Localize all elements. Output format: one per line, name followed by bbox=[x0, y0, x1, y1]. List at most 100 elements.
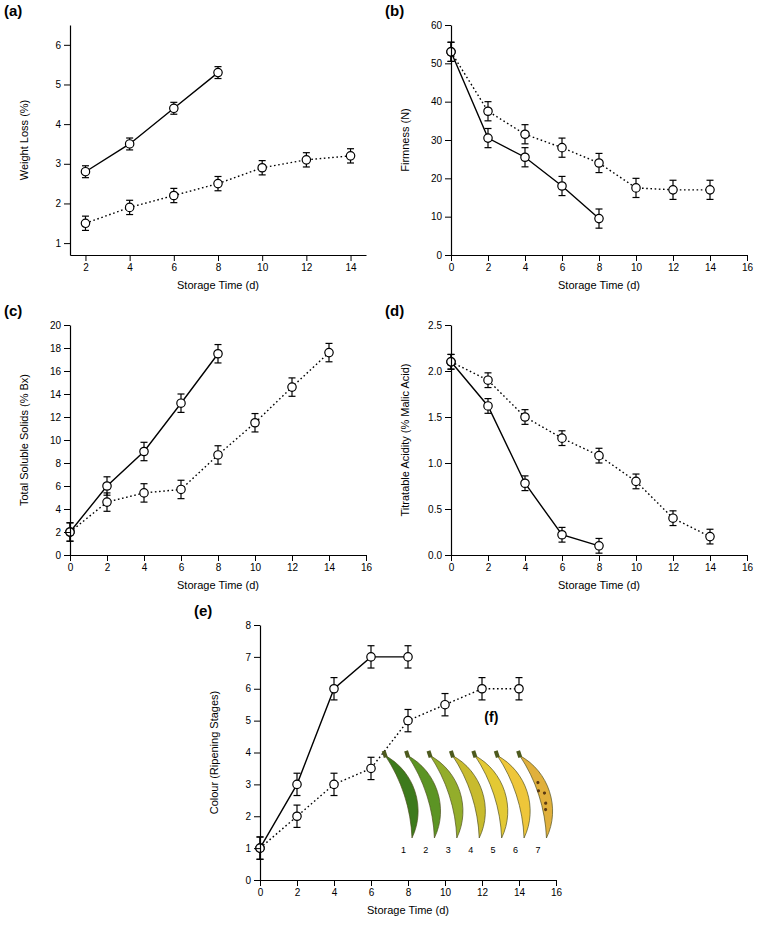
banana-stem bbox=[427, 750, 433, 758]
x-tick-mark bbox=[351, 255, 352, 261]
series-line bbox=[70, 353, 329, 532]
y-tick-label: 0 bbox=[245, 875, 251, 886]
series-line bbox=[451, 362, 710, 537]
y-tick: 4 bbox=[55, 119, 70, 130]
marker bbox=[214, 68, 222, 76]
y-tick-mark bbox=[254, 721, 260, 722]
error-bar bbox=[178, 480, 185, 498]
error-bar-cap bbox=[559, 176, 566, 177]
y-axis: 0102030405060 bbox=[431, 20, 452, 261]
y-tick-mark bbox=[64, 509, 70, 510]
marker bbox=[558, 531, 566, 539]
plot: 024681012141602468101214161820Storage Ti… bbox=[18, 320, 372, 591]
y-tick-label: 4 bbox=[55, 119, 61, 130]
error-bar-cap bbox=[326, 343, 333, 344]
x-tick-mark bbox=[451, 555, 452, 561]
x-axis-title: Storage Time (d) bbox=[177, 279, 259, 291]
x-tick-mark bbox=[636, 255, 637, 261]
x-tick-mark bbox=[562, 255, 563, 261]
y-tick-mark bbox=[64, 532, 70, 533]
error-bar-cap bbox=[633, 488, 640, 489]
error-bar bbox=[485, 373, 492, 388]
marker bbox=[632, 477, 640, 485]
error-bar-cap bbox=[294, 804, 301, 805]
x-tick-label: 2 bbox=[295, 887, 301, 898]
marks bbox=[447, 42, 714, 228]
x-tick-mark bbox=[599, 255, 600, 261]
error-bar bbox=[596, 209, 603, 228]
marker bbox=[325, 348, 333, 356]
error-bar-cap bbox=[368, 667, 375, 668]
stage-label: 2 bbox=[423, 845, 428, 855]
x-tick: 16 bbox=[551, 880, 563, 898]
error-bar-cap bbox=[405, 667, 412, 668]
x-tick: 10 bbox=[440, 880, 452, 898]
x-tick: 10 bbox=[631, 255, 643, 273]
error-bar bbox=[485, 129, 492, 148]
x-tick-mark bbox=[371, 880, 372, 886]
y-tick-mark bbox=[445, 555, 451, 556]
y-tick-mark bbox=[64, 555, 70, 556]
x-tick-label: 2 bbox=[105, 562, 111, 573]
y-tick-label: 2 bbox=[245, 811, 251, 822]
error-bar-cap bbox=[707, 543, 714, 544]
error-bar-cap bbox=[178, 480, 185, 481]
error-bar-cap bbox=[141, 483, 148, 484]
error-bar bbox=[479, 678, 486, 700]
x-tick-mark bbox=[710, 255, 711, 261]
x-tick-label: 16 bbox=[361, 562, 373, 573]
y-tick-label: 1.0 bbox=[428, 458, 442, 469]
x-tick-mark bbox=[255, 555, 256, 561]
error-bar bbox=[442, 694, 449, 716]
x-tick: 2 bbox=[295, 880, 301, 898]
series-line bbox=[451, 52, 710, 190]
error-bar bbox=[670, 511, 677, 526]
x-axis-title: Storage Time (d) bbox=[177, 579, 259, 591]
x-tick-label: 0 bbox=[258, 887, 264, 898]
error-bar bbox=[405, 709, 412, 731]
x-tick: 14 bbox=[705, 255, 717, 273]
error-bar-cap bbox=[596, 553, 603, 554]
y-tick: 6 bbox=[55, 481, 70, 492]
y-tick: 6 bbox=[55, 40, 70, 51]
x-tick-label: 4 bbox=[142, 562, 148, 573]
marker bbox=[484, 402, 492, 410]
x-tick-mark bbox=[482, 880, 483, 886]
error-bar-cap bbox=[522, 166, 529, 167]
x-tick: 10 bbox=[250, 555, 262, 573]
error-bar bbox=[368, 757, 375, 779]
error-bar bbox=[294, 805, 301, 827]
marker bbox=[484, 376, 492, 384]
marker bbox=[81, 168, 89, 176]
y-axis: 02468101214161820 bbox=[50, 320, 71, 561]
error-bar bbox=[252, 414, 259, 432]
y-tick-label: 0.0 bbox=[428, 550, 442, 561]
error-bar bbox=[326, 343, 333, 361]
error-bar-cap bbox=[485, 387, 492, 388]
error-bar-cap bbox=[485, 147, 492, 148]
series-line bbox=[85, 73, 218, 172]
error-bar-cap bbox=[170, 114, 177, 115]
banana bbox=[494, 745, 541, 838]
x-tick-label: 6 bbox=[369, 887, 375, 898]
error-bar-cap bbox=[294, 773, 301, 774]
y-tick-label: 7 bbox=[245, 652, 251, 663]
y-tick-mark bbox=[445, 102, 451, 103]
x-axis: 0246810121416 bbox=[449, 255, 754, 273]
x-tick: 2 bbox=[83, 255, 89, 273]
y-tick-label: 6 bbox=[55, 481, 61, 492]
x-tick-mark bbox=[562, 555, 563, 561]
error-bar-cap bbox=[522, 124, 529, 125]
banana-body bbox=[408, 750, 451, 838]
marker bbox=[125, 140, 133, 148]
x-tick-mark bbox=[297, 880, 298, 886]
error-bar-cap bbox=[331, 773, 338, 774]
error-bar-cap bbox=[215, 464, 222, 465]
y-tick-label: 20 bbox=[431, 173, 443, 184]
y-tick-label: 1.5 bbox=[428, 412, 442, 423]
y-tick: 3 bbox=[245, 779, 260, 790]
x-tick-label: 4 bbox=[127, 262, 133, 273]
y-tick: 6 bbox=[245, 683, 260, 694]
y-axis: 012345678 bbox=[245, 620, 260, 886]
banana-stem bbox=[449, 750, 455, 758]
